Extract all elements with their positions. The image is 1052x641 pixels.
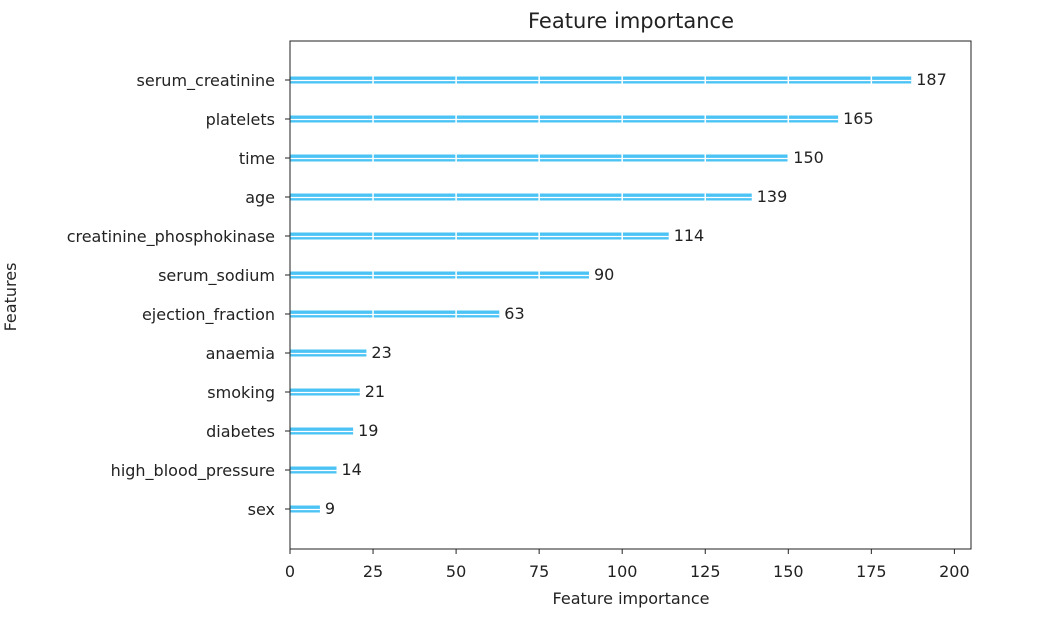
x-axis: 0 25 50 75 100 125 150 175 200 bbox=[285, 549, 970, 581]
y-tick-label: creatinine_phosphokinase bbox=[67, 227, 275, 247]
data-label: 139 bbox=[757, 187, 788, 206]
data-label: 187 bbox=[916, 70, 947, 89]
data-label: 19 bbox=[358, 421, 378, 440]
x-tick-label: 200 bbox=[939, 562, 970, 581]
data-label: 165 bbox=[843, 109, 874, 128]
y-tick-label: sex bbox=[248, 500, 275, 519]
data-label: 114 bbox=[674, 226, 705, 245]
x-tick-label: 125 bbox=[690, 562, 721, 581]
y-tick-label: serum_sodium bbox=[158, 266, 275, 286]
chart-title: Feature importance bbox=[528, 9, 734, 33]
data-label: 23 bbox=[371, 343, 391, 362]
data-label: 63 bbox=[504, 304, 524, 323]
bars-layer bbox=[290, 76, 912, 513]
x-tick-label: 0 bbox=[285, 562, 295, 581]
y-axis-label: Features bbox=[1, 263, 20, 332]
data-label: 9 bbox=[325, 499, 335, 518]
x-tick-label: 150 bbox=[773, 562, 804, 581]
y-tick-label: anaemia bbox=[206, 344, 275, 363]
data-label: 90 bbox=[594, 265, 614, 284]
x-tick-label: 100 bbox=[607, 562, 638, 581]
y-tick-label: platelets bbox=[206, 110, 275, 129]
y-tick-label: serum_creatinine bbox=[137, 71, 275, 91]
y-axis: serum_creatinine platelets time age creatini… bbox=[67, 71, 290, 519]
y-tick-label: high_blood_pressure bbox=[111, 461, 275, 481]
data-label: 21 bbox=[365, 382, 385, 401]
x-tick-label: 50 bbox=[446, 562, 466, 581]
plot-frame bbox=[289, 40, 972, 550]
data-labels: 187 165 150 139 114 90 63 23 21 19 14 9 bbox=[325, 70, 947, 518]
gridlines-overlay bbox=[372, 41, 956, 549]
data-label: 150 bbox=[793, 148, 824, 167]
x-tick-label: 175 bbox=[856, 562, 887, 581]
y-tick-label: time bbox=[239, 149, 275, 168]
y-tick-label: age bbox=[245, 188, 275, 207]
x-tick-label: 25 bbox=[363, 562, 383, 581]
y-tick-label: smoking bbox=[207, 383, 275, 402]
x-axis-label: Feature importance bbox=[553, 589, 710, 608]
y-tick-label: ejection_fraction bbox=[142, 305, 275, 325]
x-tick-label: 75 bbox=[529, 562, 549, 581]
y-tick-label: diabetes bbox=[206, 422, 275, 441]
data-label: 14 bbox=[342, 460, 362, 479]
